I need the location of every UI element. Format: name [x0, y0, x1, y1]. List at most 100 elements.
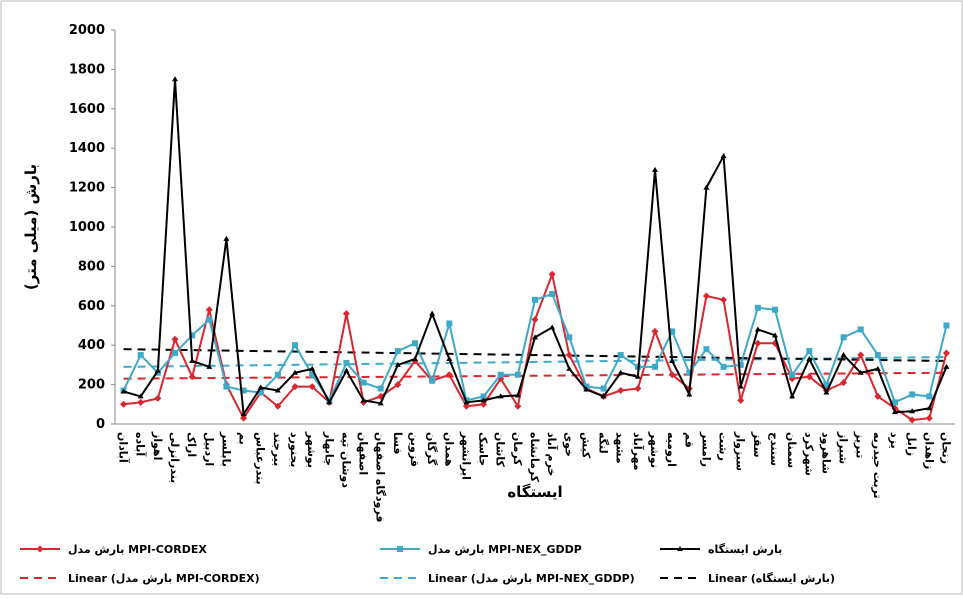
y-tick-label: 0: [96, 417, 105, 432]
x-tick-label: مهرآباد: [631, 432, 645, 471]
x-tick-label: بندرانزلی: [168, 432, 181, 483]
marker: [668, 371, 676, 379]
marker: [446, 355, 453, 361]
marker: [274, 371, 281, 378]
marker: [189, 332, 196, 339]
marker: [565, 351, 573, 359]
legend-label: Linear (بارش مدل MPI-CORDEX): [68, 572, 260, 585]
marker: [394, 381, 402, 389]
marker: [943, 363, 950, 369]
marker: [309, 365, 316, 371]
marker: [754, 326, 761, 332]
legend-label: Linear (بارش مدل MPI-NEX_GDDP): [428, 572, 635, 585]
marker: [600, 385, 607, 392]
marker: [686, 369, 693, 376]
marker: [892, 409, 898, 415]
marker: [669, 357, 676, 363]
marker: [205, 306, 213, 314]
marker: [634, 385, 642, 393]
marker: [240, 414, 248, 422]
x-tick-label: لنگه: [597, 432, 610, 454]
marker: [805, 373, 813, 381]
legend-label: بارش مدل MPI-CORDEX: [68, 543, 207, 556]
marker: [926, 405, 933, 411]
marker: [720, 363, 727, 370]
marker: [188, 373, 196, 381]
marker: [397, 546, 403, 552]
y-axis-title: بارش (میلی متر): [22, 164, 40, 290]
marker: [429, 310, 436, 316]
marker: [137, 352, 144, 359]
marker: [480, 397, 487, 403]
x-tick-label: فرودگاه اصفهان: [374, 432, 387, 522]
marker: [274, 387, 281, 393]
x-tick-label: سبزوار: [734, 431, 747, 471]
marker: [840, 352, 847, 358]
marker: [754, 339, 762, 347]
marker: [549, 290, 556, 297]
y-tick-label: 800: [78, 259, 105, 274]
marker: [172, 350, 178, 357]
marker: [342, 310, 350, 318]
marker: [634, 373, 641, 379]
x-tick-label: سنندج: [767, 432, 781, 466]
x-tick-label: جاسک: [477, 432, 490, 466]
x-tick-label: شیراز: [837, 431, 850, 464]
x-tick-label: آبادان: [117, 432, 131, 463]
marker: [463, 399, 470, 405]
marker: [343, 367, 350, 373]
marker: [772, 332, 778, 338]
marker: [702, 292, 710, 300]
marker: [480, 393, 487, 400]
x-tick-label: شاهرود: [819, 432, 832, 474]
marker: [669, 328, 676, 335]
marker: [926, 393, 933, 400]
x-tick-label: بندرعباس: [254, 432, 267, 485]
marker: [686, 391, 693, 397]
x-tick-label: ایرانشهر: [459, 431, 472, 480]
x-tick-label: اهواز: [151, 431, 164, 460]
x-tick-label: اراک: [185, 432, 198, 457]
marker: [823, 389, 830, 395]
marker: [531, 316, 539, 324]
x-tick-label: اصفهان: [357, 432, 370, 475]
marker: [497, 371, 504, 378]
marker: [857, 369, 864, 375]
marker: [154, 367, 161, 373]
x-tick-label: بم: [237, 432, 250, 445]
marker: [257, 384, 264, 390]
x-tick-label: بجنورد: [288, 432, 301, 467]
marker: [874, 365, 881, 371]
marker: [223, 235, 230, 241]
marker: [291, 383, 299, 391]
marker: [394, 348, 401, 355]
marker: [189, 357, 196, 363]
marker: [343, 359, 350, 366]
marker: [617, 352, 624, 359]
x-tick-label: کاشان: [494, 432, 507, 467]
marker: [806, 355, 813, 361]
x-tick-label: شهرکرد: [802, 432, 815, 476]
x-tick-label: فسا: [391, 432, 404, 455]
marker: [172, 76, 178, 82]
x-tick-label: زاهدان: [922, 432, 935, 469]
x-tick-label: همدان: [442, 432, 455, 467]
marker: [549, 324, 556, 330]
x-tick-label: نوشهر: [648, 431, 661, 468]
marker: [429, 377, 436, 384]
marker: [617, 369, 624, 375]
marker: [377, 400, 384, 406]
y-tick-label: 1000: [69, 220, 105, 235]
x-tick-label: زابل: [905, 432, 918, 456]
marker: [120, 388, 127, 394]
marker: [943, 322, 950, 329]
x-tick-label: کرمان: [511, 432, 524, 466]
x-tick-label: قم: [682, 432, 695, 448]
marker: [703, 184, 710, 190]
marker: [566, 334, 573, 341]
x-tick-label: قزوین: [408, 432, 421, 467]
marker: [137, 393, 144, 399]
marker: [617, 387, 625, 395]
x-tick-label: خوی: [562, 432, 575, 457]
marker: [857, 326, 864, 333]
